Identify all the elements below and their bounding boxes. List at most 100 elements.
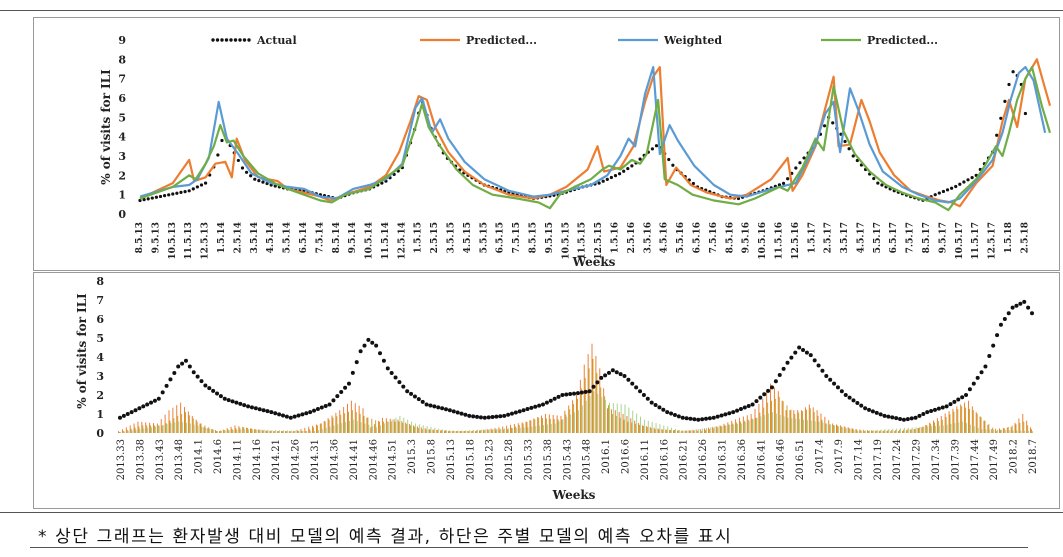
x-tick-label: 8.5.16 [725, 222, 735, 253]
error-bar [890, 431, 892, 433]
error-bar [394, 421, 396, 433]
error-bar [1020, 430, 1022, 433]
actual-point [236, 158, 240, 163]
actual-point [191, 187, 195, 191]
x-tick-label: 2.5.14 [233, 222, 243, 253]
actual-point [226, 398, 231, 403]
error-bar [595, 356, 597, 433]
x-tick-label: 2015.3 [407, 439, 418, 474]
legend-label: Predicted... [466, 34, 537, 47]
actual-point [467, 413, 472, 418]
error-bar [199, 423, 201, 433]
x-tick-label: 2017.19 [873, 439, 884, 480]
error-bar [134, 427, 136, 433]
x-tick-label: 2017.44 [970, 439, 981, 480]
error-bar [185, 422, 187, 433]
error-bar [515, 427, 517, 433]
error-bar [859, 429, 861, 433]
error-bar [894, 431, 896, 433]
error-bar [670, 429, 672, 433]
error-bar [504, 428, 506, 433]
error-bar [972, 410, 974, 433]
error-bar [649, 426, 651, 433]
error-bar [910, 429, 912, 433]
actual-point [832, 381, 837, 386]
error-bar [927, 426, 929, 433]
error-bar [224, 430, 226, 433]
x-tick-label: 2014.26 [291, 439, 302, 480]
error-bar [218, 431, 220, 433]
error-bar [491, 429, 493, 433]
x-tick-label: 4.5.17 [856, 222, 866, 253]
error-bar [839, 425, 841, 433]
error-bar [191, 415, 193, 433]
error-bar [829, 424, 831, 433]
actual-point [216, 153, 220, 157]
error-bar [376, 427, 378, 433]
error-bar [379, 421, 381, 433]
error-bar [417, 427, 419, 433]
error-bar [954, 423, 956, 433]
error-bar [447, 431, 449, 433]
actual-point [692, 417, 697, 422]
x-tick-label: 4.5.14 [266, 222, 276, 253]
error-bar [213, 430, 215, 433]
actual-point [816, 363, 821, 368]
actual-point [156, 396, 161, 401]
error-bar [413, 426, 415, 433]
error-bar [588, 368, 590, 433]
actual-point [786, 177, 790, 181]
error-bar [499, 429, 501, 433]
error-bar [884, 429, 886, 433]
actual-point [964, 393, 969, 397]
error-bar [700, 429, 702, 433]
actual-point [552, 396, 557, 401]
error-bar [395, 417, 397, 433]
error-bar [410, 425, 412, 433]
error-bar [883, 430, 885, 433]
actual-point [486, 415, 491, 420]
error-bar [448, 430, 450, 433]
error-bar [363, 415, 365, 433]
error-bar [911, 427, 913, 433]
error-bar [418, 424, 420, 433]
error-bar [824, 416, 826, 433]
actual-point [1030, 311, 1034, 316]
actual-point [750, 402, 755, 407]
x-tick-label: 2017.9 [834, 439, 845, 474]
x-tick-label: 5.5.16 [676, 222, 686, 253]
actual-point [440, 406, 445, 411]
error-bar [876, 429, 878, 433]
error-bar [120, 432, 121, 433]
actual-point [183, 358, 188, 363]
error-bar [977, 427, 979, 433]
actual-point [121, 413, 126, 418]
error-bar [368, 424, 370, 433]
error-bar [996, 431, 998, 433]
actual-point [478, 415, 483, 420]
actual-point [944, 404, 949, 409]
error-bar [623, 419, 625, 433]
x-tick-label: 12.5.14 [397, 222, 407, 260]
error-bar [310, 430, 312, 433]
x-tick-label: 7.5.15 [512, 222, 522, 253]
error-bar [919, 426, 921, 433]
error-bar [312, 425, 314, 433]
error-bar [118, 431, 120, 433]
x-tick-label: 2016.1 [601, 439, 612, 474]
error-bar [867, 430, 869, 433]
top-rule [0, 10, 1063, 11]
actual-point [583, 389, 588, 394]
actual-point [230, 399, 235, 404]
error-bar [771, 412, 773, 433]
error-bar [542, 418, 544, 433]
error-bar [463, 431, 465, 433]
error-bar [841, 427, 843, 433]
actual-point [498, 414, 503, 419]
error-bar [620, 404, 622, 433]
error-bar [374, 424, 376, 433]
error-bar [1031, 429, 1032, 433]
error-bar [653, 427, 655, 433]
x-tick-label: 3.5.16 [643, 222, 653, 253]
error-bar [156, 423, 158, 433]
